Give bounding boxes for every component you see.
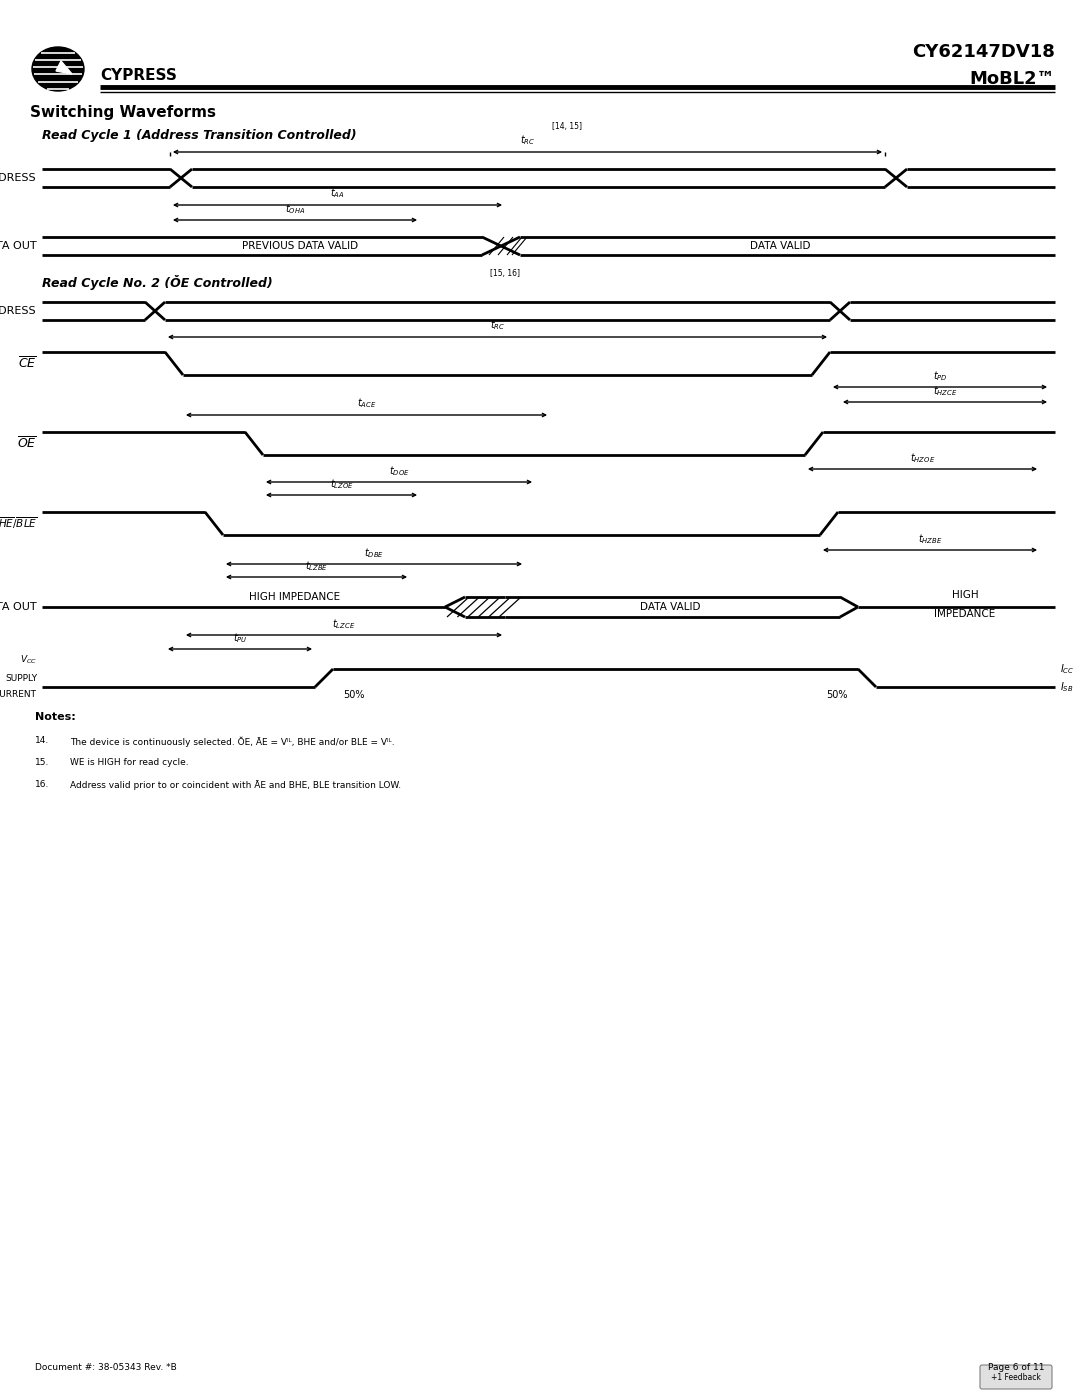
Text: Switching Waveforms: Switching Waveforms [30,105,216,120]
Text: $t_{AA}$: $t_{AA}$ [330,186,345,200]
Text: $t_{HZCE}$: $t_{HZCE}$ [933,384,957,398]
Text: $t_{LZBE}$: $t_{LZBE}$ [305,559,328,573]
Text: DATA VALID: DATA VALID [750,242,810,251]
Text: WE is HIGH for read cycle.: WE is HIGH for read cycle. [70,759,189,767]
Text: $t_{ACE}$: $t_{ACE}$ [356,397,376,409]
Text: $t_{DOE}$: $t_{DOE}$ [389,464,409,478]
Text: 15.: 15. [35,759,50,767]
Text: $t_{RC}$: $t_{RC}$ [490,319,505,332]
Text: 50%: 50% [826,690,848,700]
Text: 14.: 14. [35,736,50,745]
Text: $t_{HZBE}$: $t_{HZBE}$ [918,532,942,546]
Text: CURRENT: CURRENT [0,690,37,698]
Text: $t_{RC}$: $t_{RC}$ [519,133,535,147]
Text: $t_{LZOE}$: $t_{LZOE}$ [329,478,353,490]
Text: $I_{CC}$: $I_{CC}$ [1059,662,1075,676]
Text: $\overline{OE}$: $\overline{OE}$ [17,436,37,451]
Text: DATA OUT: DATA OUT [0,242,37,251]
FancyBboxPatch shape [980,1365,1052,1389]
Text: $t_{HZOE}$: $t_{HZOE}$ [909,451,935,465]
Text: 50%: 50% [343,690,365,700]
Text: $t_{OHA}$: $t_{OHA}$ [285,203,306,217]
Text: Read Cycle No. 2 (ŎE Controlled): Read Cycle No. 2 (ŎE Controlled) [42,274,273,289]
Text: DATA VALID: DATA VALID [639,602,700,612]
Text: The device is continuously selected. ŎE, ĀE = Vᴵᴸ, BHE and/or BLE = Vᴵᴸ.: The device is continuously selected. ŎE,… [70,736,394,746]
Text: 16.: 16. [35,780,50,789]
Text: CY62147DV18: CY62147DV18 [913,43,1055,61]
Text: Address valid prior to or coincident with ĀE and BHE, BLE transition LOW.: Address valid prior to or coincident wit… [70,780,401,789]
Text: ADDRESS: ADDRESS [0,173,37,183]
Text: $\overline{BHE}/\overline{BLE}$: $\overline{BHE}/\overline{BLE}$ [0,515,37,531]
Text: $t_{DBE}$: $t_{DBE}$ [364,546,384,560]
Text: ADDRESS: ADDRESS [0,306,37,316]
Text: Notes:: Notes: [35,712,76,722]
Ellipse shape [32,47,84,91]
Text: $V_{CC}$: $V_{CC}$ [21,654,37,666]
Text: $I_{SB}$: $I_{SB}$ [1059,680,1074,694]
Text: Read Cycle 1 (Address Transition Controlled): Read Cycle 1 (Address Transition Control… [42,129,356,141]
Text: [14, 15]: [14, 15] [552,122,582,131]
Text: HIGH: HIGH [951,590,978,599]
Text: $\overline{CE}$: $\overline{CE}$ [18,356,37,372]
Text: Page 6 of 11: Page 6 of 11 [988,1362,1045,1372]
Text: [15, 16]: [15, 16] [490,270,519,278]
Text: $t_{PD}$: $t_{PD}$ [933,369,947,383]
Polygon shape [56,61,72,74]
Text: CYPRESS: CYPRESS [100,67,177,82]
Text: $t_{LZCE}$: $t_{LZCE}$ [333,617,355,631]
Text: HIGH IMPEDANCE: HIGH IMPEDANCE [249,592,340,602]
Text: Document #: 38-05343 Rev. *B: Document #: 38-05343 Rev. *B [35,1362,177,1372]
Text: $t_{PU}$: $t_{PU}$ [232,631,247,645]
Text: +1 Feedback: +1 Feedback [991,1372,1041,1382]
Text: SUPPLY: SUPPLY [5,673,37,683]
Text: IMPEDANCE: IMPEDANCE [934,609,996,619]
Text: PREVIOUS DATA VALID: PREVIOUS DATA VALID [242,242,359,251]
Text: DATA OUT: DATA OUT [0,602,37,612]
Text: MoBL2™: MoBL2™ [970,70,1055,88]
